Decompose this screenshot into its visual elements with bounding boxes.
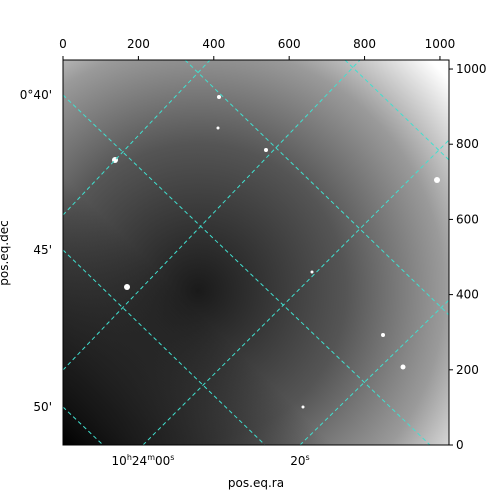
plot-frame xyxy=(62,59,450,446)
image xyxy=(63,60,449,445)
y-tick-label: 400 xyxy=(456,288,479,302)
x-axis-label: pos.eq.ra xyxy=(228,476,284,490)
y-tick-label: 600 xyxy=(456,212,479,226)
ra-tick-label: 10h24m00s xyxy=(112,453,175,468)
x-tick-label: 800 xyxy=(353,37,376,51)
x-tick-label: 400 xyxy=(202,37,225,51)
x-tick-label: 600 xyxy=(278,37,301,51)
x-tick-label: 1000 xyxy=(425,37,456,51)
x-tick-label: 200 xyxy=(127,37,150,51)
y-axis-label: pos.eq.dec xyxy=(0,220,11,285)
x-tick-label: 0 xyxy=(59,37,67,51)
dec-tick-label: 0°40' xyxy=(20,88,52,102)
dec-tick-label: 50' xyxy=(33,400,52,414)
dec-tick-label: 45' xyxy=(33,243,52,257)
y-tick-label: 1000 xyxy=(456,62,487,76)
y-tick-label: 200 xyxy=(456,363,479,377)
ra-tick-label: 20s xyxy=(290,453,309,468)
y-tick-label: 0 xyxy=(456,438,464,452)
coordinate-grid xyxy=(63,60,449,445)
y-tick-label: 800 xyxy=(456,137,479,151)
